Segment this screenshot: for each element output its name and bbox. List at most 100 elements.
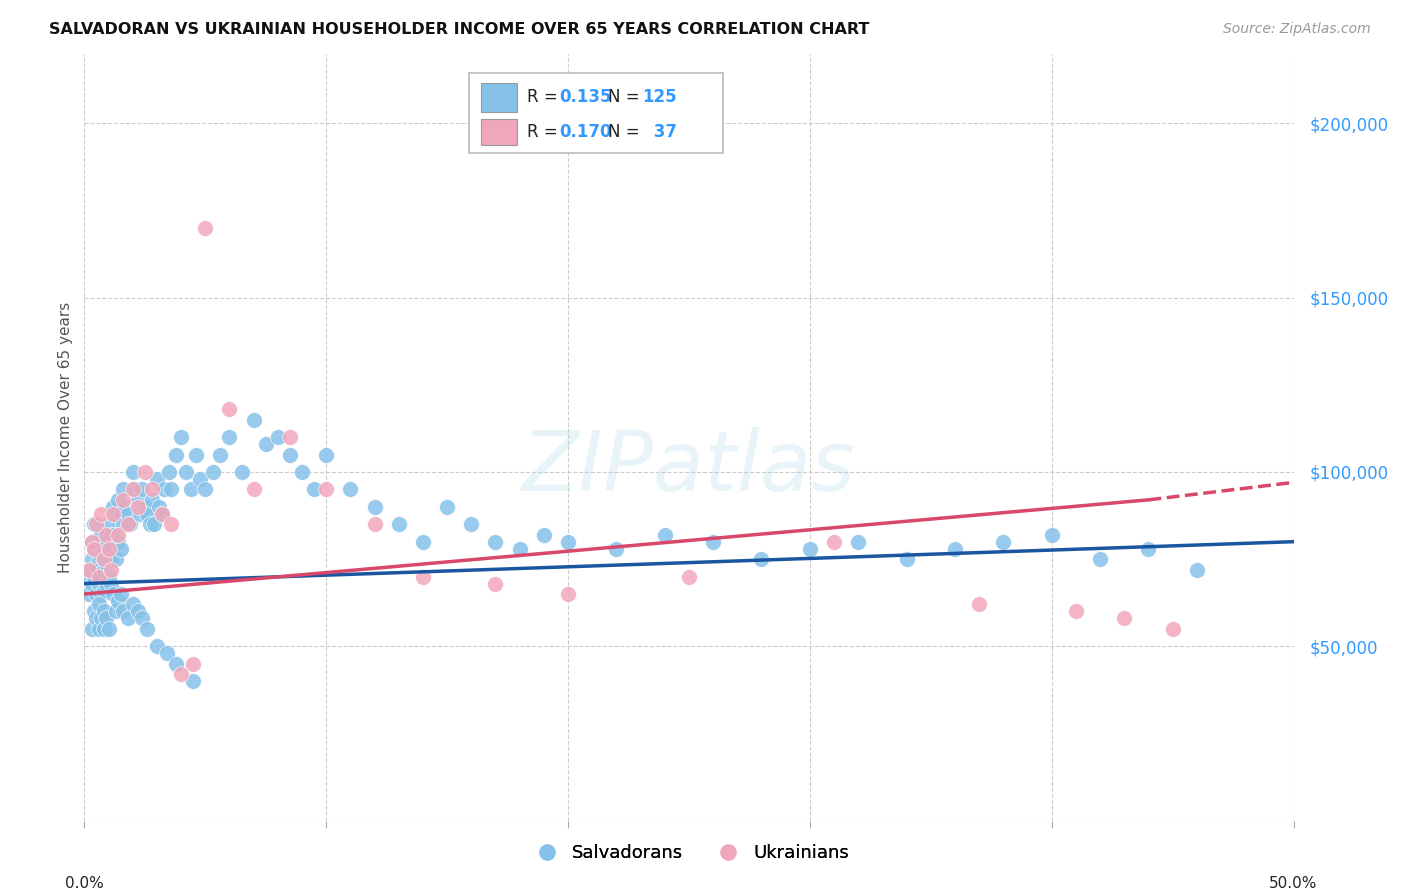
Point: [231, 465, 253, 479]
Text: N =: N =: [607, 122, 645, 141]
Point: [141, 492, 163, 507]
Point: [107, 594, 129, 608]
Point: [80, 622, 103, 636]
Point: [87, 552, 110, 566]
Point: [218, 430, 240, 444]
Point: [165, 657, 187, 671]
Point: [170, 667, 193, 681]
Point: [97, 569, 120, 583]
Point: [83, 517, 105, 532]
Text: R =: R =: [527, 122, 562, 141]
Point: [799, 541, 821, 556]
Bar: [481, 119, 517, 145]
Text: 125: 125: [641, 88, 676, 106]
Point: [509, 541, 531, 556]
Point: [90, 569, 112, 583]
Point: [823, 534, 845, 549]
Point: [90, 587, 112, 601]
Point: [155, 646, 177, 660]
Point: [80, 534, 103, 549]
Point: [107, 527, 129, 541]
Point: [93, 622, 115, 636]
Point: [80, 552, 103, 566]
Point: [388, 517, 411, 532]
Point: [148, 500, 170, 514]
Point: [291, 465, 314, 479]
Point: [129, 507, 152, 521]
Point: [112, 517, 135, 532]
Point: [174, 465, 197, 479]
Point: [93, 552, 115, 566]
Point: [363, 500, 385, 514]
Point: [751, 552, 773, 566]
Point: [1040, 527, 1063, 541]
Point: [412, 534, 434, 549]
Point: [153, 483, 176, 497]
Point: [112, 604, 135, 618]
Text: ZIPatlas: ZIPatlas: [522, 427, 856, 508]
Point: [121, 465, 143, 479]
Point: [83, 541, 105, 556]
Point: [127, 492, 149, 507]
Point: [1137, 541, 1160, 556]
Point: [94, 534, 117, 549]
Point: [143, 517, 166, 532]
Text: R =: R =: [527, 88, 562, 106]
Point: [127, 500, 149, 514]
Point: [184, 448, 207, 462]
Point: [100, 552, 122, 566]
Text: 0.0%: 0.0%: [65, 877, 104, 891]
Point: [100, 563, 122, 577]
Point: [93, 563, 115, 577]
Point: [134, 500, 156, 514]
Point: [100, 527, 122, 541]
Point: [165, 448, 187, 462]
Point: [80, 576, 103, 591]
Point: [315, 483, 337, 497]
Point: [484, 576, 506, 591]
Point: [76, 569, 98, 583]
Point: [533, 527, 555, 541]
Point: [180, 483, 202, 497]
Point: [104, 604, 127, 618]
Point: [278, 448, 301, 462]
Point: [1088, 552, 1111, 566]
Point: [557, 587, 579, 601]
Point: [160, 517, 183, 532]
Point: [412, 569, 434, 583]
Point: [87, 598, 110, 612]
Point: [136, 622, 159, 636]
Point: [86, 611, 108, 625]
Point: [702, 534, 724, 549]
Point: [107, 534, 129, 549]
Point: [131, 483, 153, 497]
Point: [605, 541, 627, 556]
Point: [278, 430, 301, 444]
Point: [77, 587, 100, 601]
Point: [181, 657, 204, 671]
Text: 0.170: 0.170: [560, 122, 612, 141]
Point: [94, 611, 117, 625]
Point: [87, 569, 110, 583]
Point: [136, 507, 159, 521]
Point: [146, 472, 169, 486]
Point: [267, 430, 290, 444]
Point: [87, 622, 110, 636]
Point: [146, 640, 169, 654]
Point: [86, 517, 108, 532]
Text: 50.0%: 50.0%: [1270, 877, 1317, 891]
Point: [160, 483, 183, 497]
Point: [86, 587, 108, 601]
Point: [86, 534, 108, 549]
Point: [112, 492, 135, 507]
Legend: Salvadorans, Ukrainians: Salvadorans, Ukrainians: [522, 837, 856, 869]
Point: [943, 541, 966, 556]
Point: [90, 611, 112, 625]
Point: [117, 517, 139, 532]
Point: [181, 674, 204, 689]
Point: [114, 500, 136, 514]
Point: [97, 622, 120, 636]
Y-axis label: Householder Income Over 65 years: Householder Income Over 65 years: [58, 301, 73, 573]
Text: Source: ZipAtlas.com: Source: ZipAtlas.com: [1223, 22, 1371, 37]
Point: [110, 541, 132, 556]
